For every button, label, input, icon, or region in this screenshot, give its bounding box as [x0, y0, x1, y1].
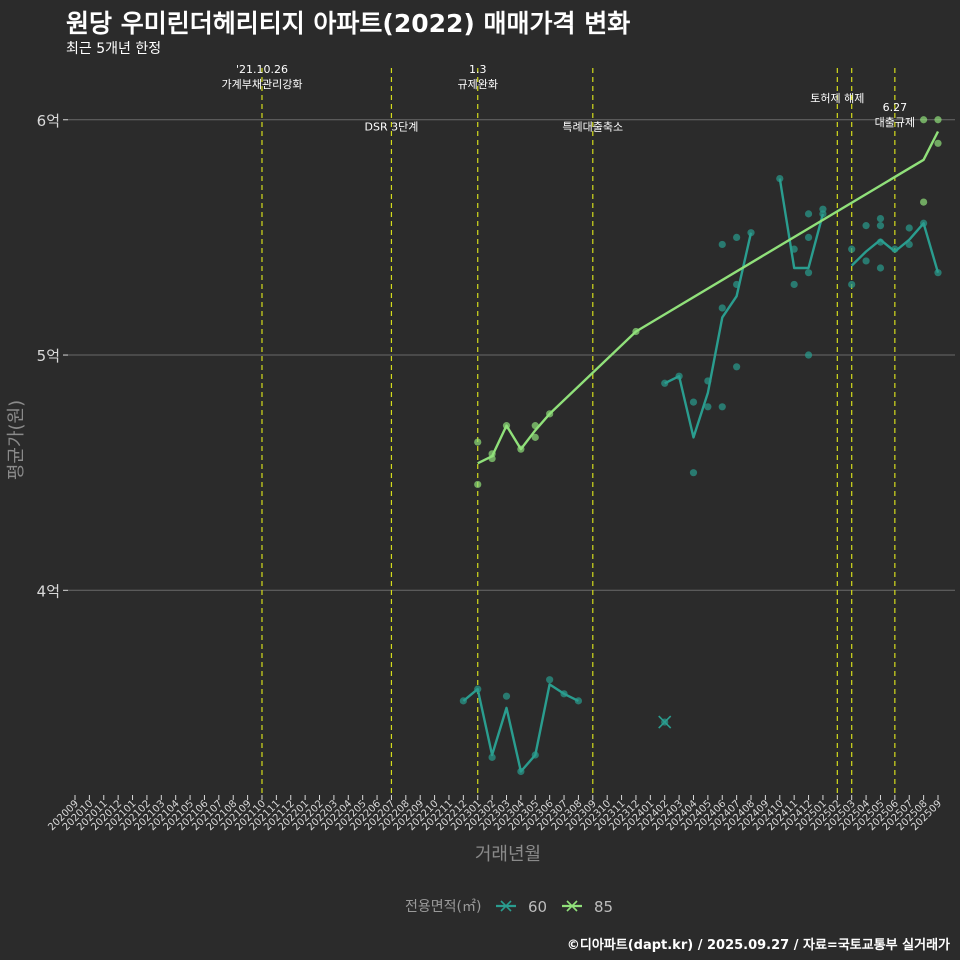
data-point [776, 174, 784, 183]
x-axis-ticks: 2020092020102020112020122021012021022021… [46, 795, 944, 833]
chart-subtitle: 최근 5개년 한정 [66, 41, 162, 57]
series-85 [474, 116, 942, 489]
data-point [804, 233, 813, 241]
y-axis-title: 평균가(원) [6, 400, 27, 480]
data-point [661, 718, 669, 726]
legend-title: 전용면적(㎡) [405, 899, 481, 915]
data-point [546, 676, 554, 684]
data-point [689, 469, 698, 477]
data-point [876, 264, 885, 272]
data-point [474, 480, 482, 489]
event-label: 대출규제 [875, 116, 915, 129]
data-point [804, 210, 813, 218]
y-tick-label: 6억 [37, 112, 60, 130]
legend-label: 60 [528, 898, 547, 916]
data-point [704, 403, 712, 411]
data-point [920, 198, 928, 206]
event-label: 토허제 해제 [810, 91, 864, 105]
event-label: 6.27 [883, 101, 908, 114]
data-point [804, 269, 813, 277]
data-point [747, 229, 755, 237]
chart-title: 원당 우미린더헤리티지 아파트(2022) 매매가격 변화 [66, 9, 631, 38]
series-line [462, 683, 579, 773]
series-line [850, 222, 940, 274]
event-label: DSR 3단계 [365, 120, 419, 133]
legend-cross [500, 900, 512, 912]
data-point [790, 280, 798, 289]
data-point [862, 257, 870, 265]
data-point [488, 753, 496, 761]
data-point [531, 433, 539, 441]
y-axis-ticks: 4억 5억 6억 [37, 112, 68, 600]
series-60 [459, 174, 942, 776]
data-point [920, 116, 928, 124]
event-label: 1.3 [469, 63, 487, 76]
legend-label: 85 [594, 898, 613, 916]
data-point [689, 398, 698, 406]
data-point [474, 438, 482, 446]
data-point [502, 692, 511, 700]
data-point [733, 233, 741, 241]
data-point [876, 214, 885, 223]
data-point [934, 116, 942, 124]
data-point [819, 205, 827, 213]
series-line [778, 178, 825, 270]
event-label: '21.10.26 [236, 63, 288, 76]
data-point [862, 222, 870, 230]
y-tick-label: 4억 [37, 582, 60, 600]
legend: 전용면적(㎡) 60 85 [405, 898, 613, 916]
x-axis-title: 거래년월 [475, 844, 541, 865]
event-label: 가계부채관리강화 [221, 78, 302, 91]
event-label: 특례대출축소 [562, 120, 623, 133]
data-point [848, 280, 856, 289]
data-point [718, 403, 726, 411]
grid-lines [68, 119, 955, 591]
series-line [664, 232, 753, 439]
data-point [876, 222, 885, 230]
data-point [848, 245, 856, 253]
y-tick-label: 5억 [37, 347, 60, 365]
data-point [905, 224, 913, 232]
legend-key-85: 85 [562, 898, 613, 916]
data-point [934, 139, 942, 147]
source-caption: ©디아파트(dapt.kr) / 2025.09.27 / 자료=국토교통부 실… [566, 938, 950, 953]
event-label: 규제완화 [457, 78, 497, 91]
data-point [718, 240, 726, 249]
data-point [718, 304, 726, 312]
data-series [459, 116, 942, 776]
data-point [804, 351, 813, 359]
legend-key-60: 60 [496, 898, 547, 916]
data-point [733, 363, 741, 371]
series-line [477, 130, 940, 465]
legend-cross [566, 900, 578, 912]
